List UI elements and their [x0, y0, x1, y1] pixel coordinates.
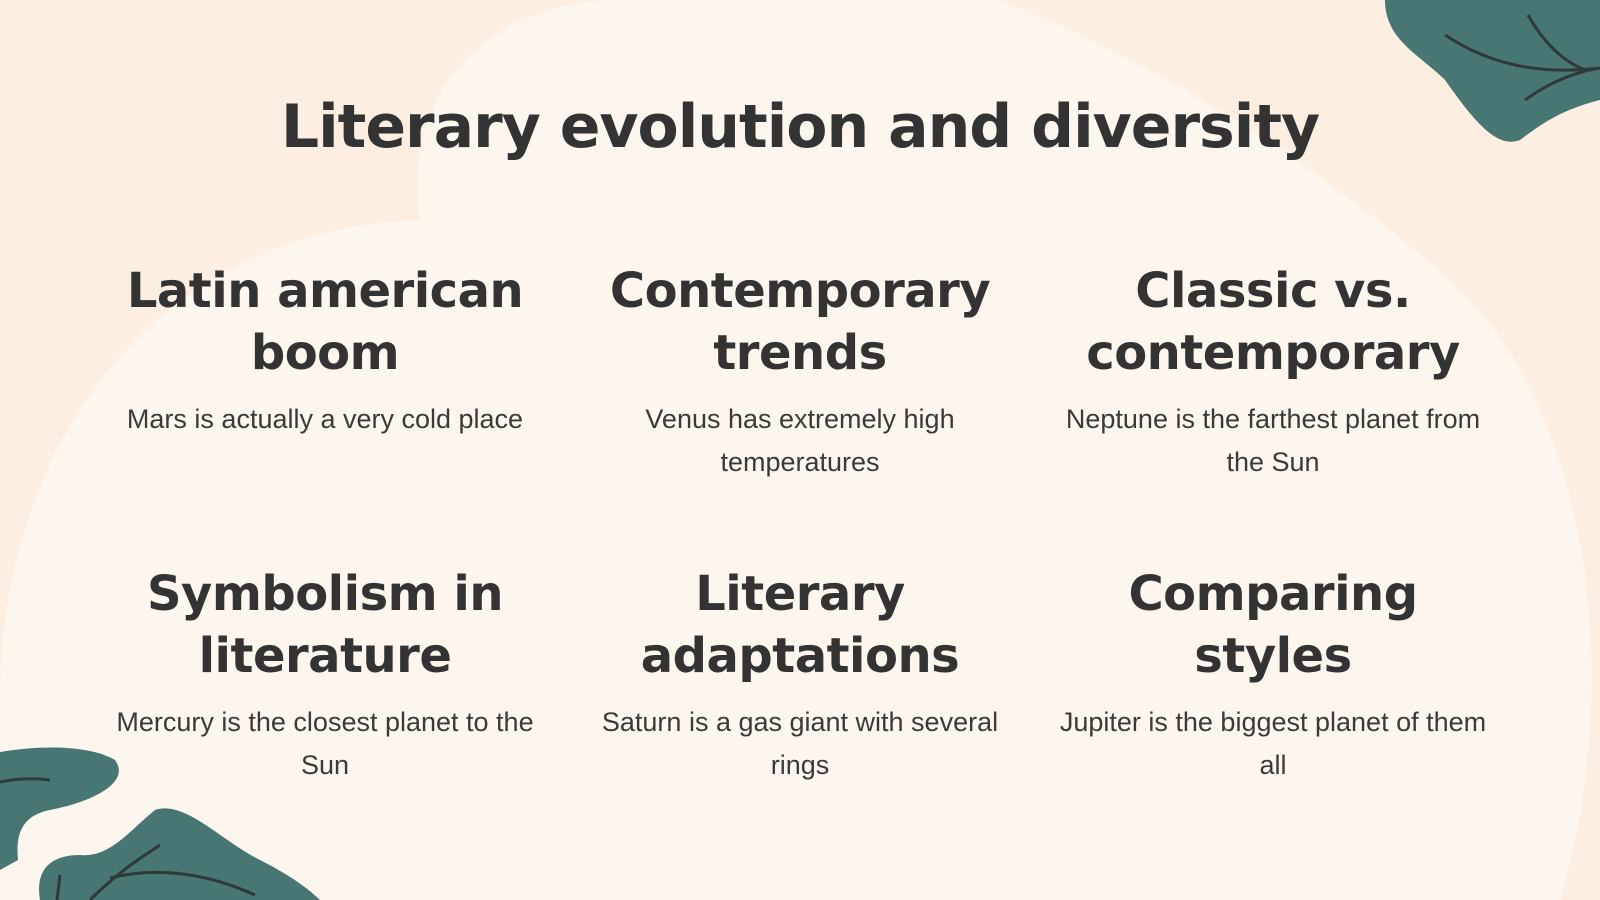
topic-description: Jupiter is the biggest planet of them al…	[1059, 707, 1487, 780]
slide-title: Literary evolution and diversity	[280, 92, 1320, 162]
topic-heading: Contemporary trends	[609, 263, 991, 381]
topic-latin-american-boom: Latin american boom Mars is actually a v…	[105, 260, 545, 441]
topic-heading: Classic vs. contemporary	[1086, 263, 1460, 381]
topic-comparing-styles: Comparing styles Jupiter is the biggest …	[1053, 563, 1493, 787]
topic-description: Neptune is the farthest planet from the …	[1065, 404, 1481, 477]
topic-description: Mercury is the closest planet to the Sun	[116, 707, 534, 780]
topic-symbolism: Symbolism in literature Mercury is the c…	[105, 563, 545, 787]
topic-description: Saturn is a gas giant with several rings	[601, 707, 999, 780]
topic-heading: Symbolism in literature	[146, 566, 504, 684]
topic-heading: Comparing styles	[1128, 566, 1418, 684]
topic-description: Mars is actually a very cold place	[126, 404, 524, 434]
topic-literary-adaptations: Literary adaptations Saturn is a gas gia…	[580, 563, 1020, 787]
topic-contemporary-trends: Contemporary trends Venus has extremely …	[580, 260, 1020, 484]
topic-heading: Literary adaptations	[640, 566, 960, 684]
leaf-bottom-left-2-icon	[39, 808, 321, 900]
topic-description: Venus has extremely high temperatures	[645, 404, 955, 477]
leaf-top-right-icon	[1385, 0, 1600, 142]
topic-classic-vs-contemporary: Classic vs. contemporary Neptune is the …	[1053, 260, 1493, 484]
topic-heading: Latin american boom	[126, 263, 524, 381]
